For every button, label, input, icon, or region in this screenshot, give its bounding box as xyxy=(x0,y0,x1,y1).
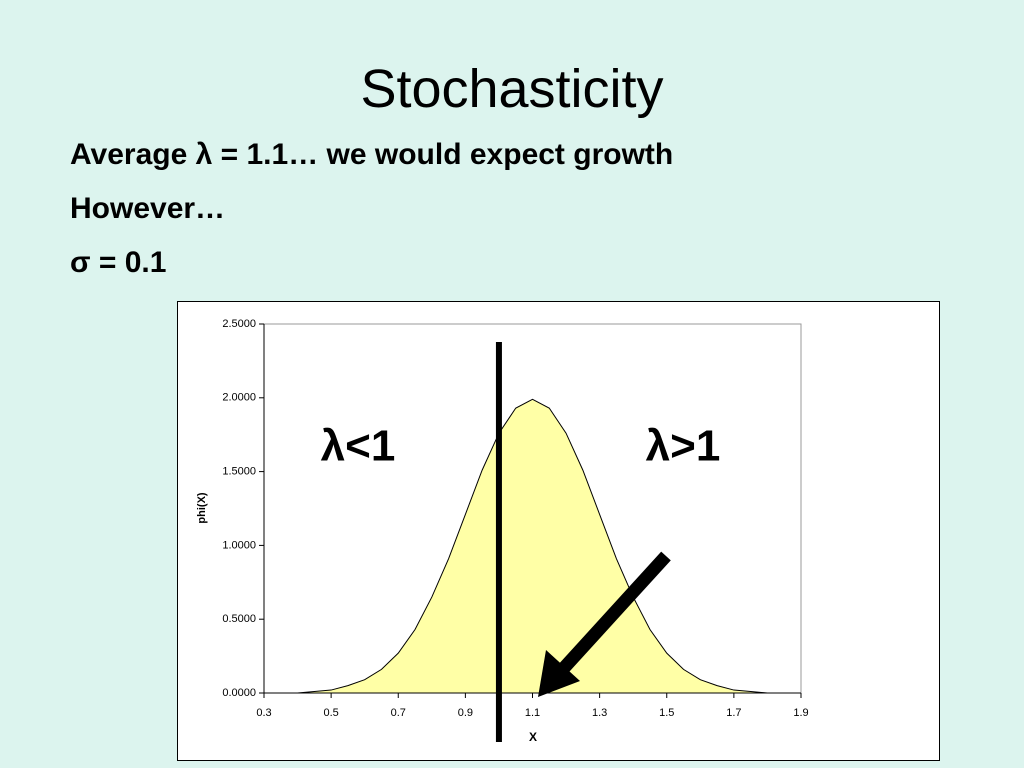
x-tick-label: 1.5 xyxy=(659,707,674,719)
y-axis-label: phi(X) xyxy=(196,492,208,523)
arrow-head xyxy=(538,650,580,697)
y-tick-label: 0.5000 xyxy=(222,613,256,625)
bullet: Average λ = 1.1… we would expect growth xyxy=(70,138,674,171)
y-tick-label: 1.0000 xyxy=(222,539,256,551)
arrow xyxy=(538,551,671,697)
bullet: σ = 0.1 xyxy=(70,246,167,279)
y-tick-label: 2.5000 xyxy=(222,318,256,330)
y-tick-label: 0.0000 xyxy=(222,687,256,699)
bullet: However… xyxy=(70,192,226,225)
x-tick-label: 0.9 xyxy=(458,707,473,719)
x-tick-label: 1.9 xyxy=(793,707,808,719)
annotation: λ>1 xyxy=(646,422,721,471)
plot-layer: 0.0000 0.5000 1.0000 1.5000 2.0000 2.5000 0.3 0… xyxy=(222,318,808,719)
area xyxy=(297,398,768,694)
x-tick-label: 0.3 xyxy=(256,707,271,719)
x-tick-label: 1.7 xyxy=(726,707,741,719)
x-tick-label: 0.7 xyxy=(391,707,406,719)
x-tick-label: 0.5 xyxy=(323,707,338,719)
arrow-shaft xyxy=(558,551,671,674)
y-tick-label: 1.5000 xyxy=(222,466,256,478)
slide-title: Stochasticity xyxy=(360,59,664,119)
x-tick-label: 1.3 xyxy=(592,707,607,719)
annotation: λ<1 xyxy=(321,422,396,471)
x-axis-label: X xyxy=(529,730,537,744)
y-tick-label: 2.0000 xyxy=(222,392,256,404)
x-tick-label: 1.1 xyxy=(525,707,540,719)
